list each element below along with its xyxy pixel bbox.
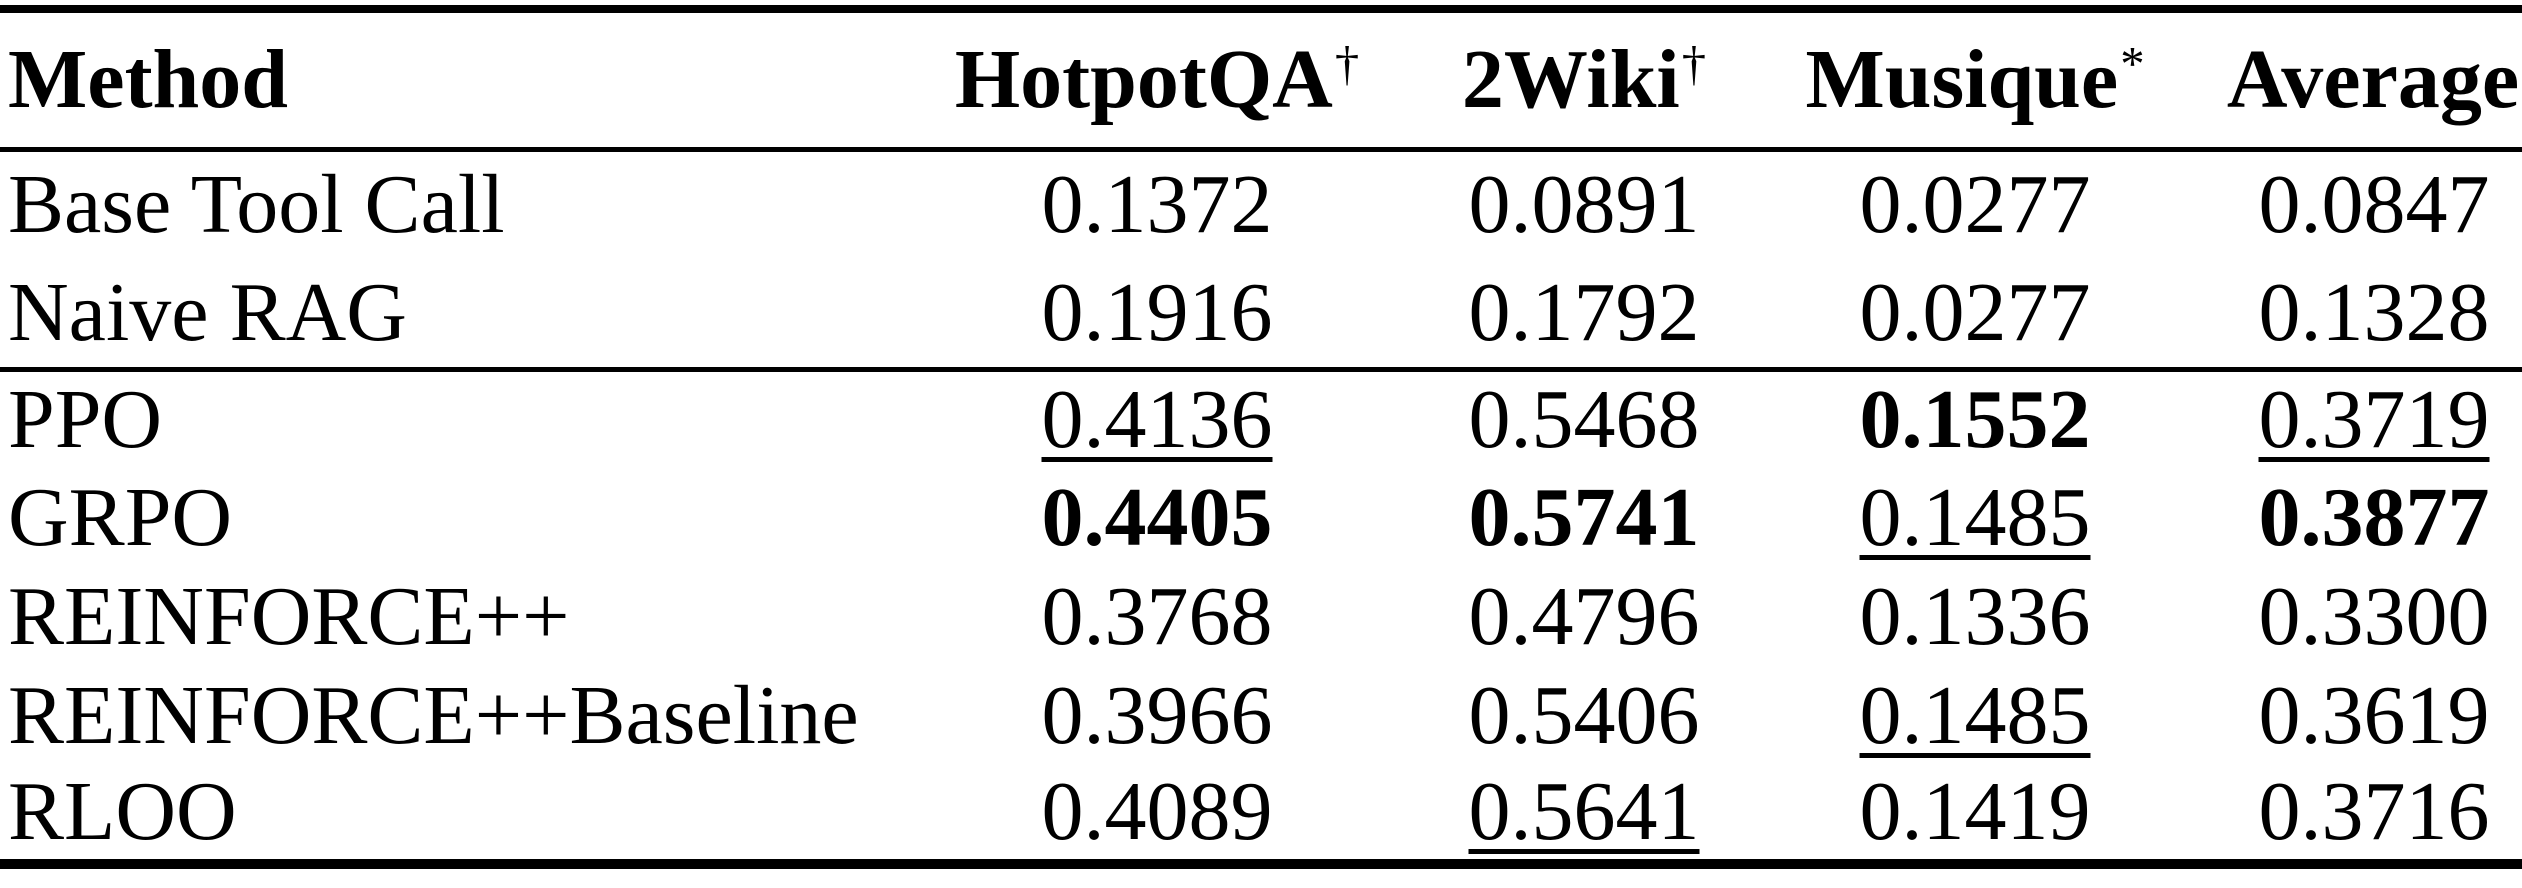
metric-cell: 0.4405 [870, 468, 1444, 567]
table-row: GRPO 0.4405 0.5741 0.1485 0.3877 [0, 468, 2522, 567]
metric-cell: 0.0891 [1444, 149, 1724, 259]
metric-value: 0.5406 [1468, 668, 1700, 762]
metric-cell: 0.3716 [2226, 765, 2522, 864]
metric-value: 0.4136 [1041, 372, 1273, 466]
metric-value: 0.1372 [1041, 158, 1273, 252]
metric-value: 0.1328 [2258, 265, 2490, 359]
table-row: Base Tool Call 0.1372 0.0891 0.0277 0.08… [0, 149, 2522, 259]
metric-value: 0.3877 [2258, 470, 2490, 564]
table-row: REINFORCE++Baseline 0.3966 0.5406 0.1485… [0, 666, 2522, 765]
method-name: Base Tool Call [8, 158, 505, 252]
column-header-average: Average [2226, 9, 2522, 149]
metric-cell: 0.3877 [2226, 468, 2522, 567]
metric-cell: 0.3719 [2226, 369, 2522, 468]
metric-cell: 0.4089 [870, 765, 1444, 864]
column-header-2wiki: 2Wiki† [1444, 9, 1724, 149]
metric-cell: 0.4796 [1444, 567, 1724, 666]
metric-value: 0.1485 [1859, 470, 2091, 564]
column-header-hotpotqa: HotpotQA† [870, 9, 1444, 149]
metric-cell: 0.5741 [1444, 468, 1724, 567]
metric-value: 0.0847 [2258, 158, 2490, 252]
metric-value: 0.4089 [1041, 765, 1273, 858]
metric-cell: 0.1328 [2226, 259, 2522, 369]
metric-value: 0.3619 [2258, 668, 2490, 762]
metric-cell: 0.0847 [2226, 149, 2522, 259]
table-row: RLOO 0.4089 0.5641 0.1419 0.3716 [0, 765, 2522, 864]
metric-value: 0.4405 [1041, 470, 1273, 564]
baseline-methods-group: Base Tool Call 0.1372 0.0891 0.0277 0.08… [0, 149, 2522, 369]
rl-methods-group: PPO 0.4136 0.5468 0.1552 0.3719 GRPO 0.4… [0, 369, 2522, 864]
method-name: REINFORCE++Baseline [8, 668, 859, 762]
method-name: REINFORCE++ [8, 569, 570, 663]
metric-value: 0.3768 [1041, 569, 1273, 663]
metric-cell: 0.5641 [1444, 765, 1724, 864]
metric-cell: 0.1792 [1444, 259, 1724, 369]
metric-value: 0.5741 [1468, 470, 1700, 564]
metric-value: 0.1792 [1468, 265, 1700, 359]
asterisk-superscript: * [2120, 36, 2145, 91]
metric-cell: 0.5468 [1444, 369, 1724, 468]
method-name: RLOO [8, 765, 237, 858]
metric-value: 0.3966 [1041, 668, 1273, 762]
metric-cell: 0.3966 [870, 666, 1444, 765]
metric-cell: 0.3619 [2226, 666, 2522, 765]
column-header-label: 2Wiki [1461, 32, 1680, 126]
metric-cell: 0.1485 [1724, 468, 2226, 567]
table-row: REINFORCE++ 0.3768 0.4796 0.1336 0.3300 [0, 567, 2522, 666]
metric-cell: 0.1336 [1724, 567, 2226, 666]
dagger-superscript: † [1334, 36, 1360, 91]
column-header-label: HotpotQA [954, 32, 1333, 126]
column-header-method: Method [8, 32, 288, 126]
metric-value: 0.0277 [1859, 265, 2091, 359]
metric-cell: 0.1372 [870, 149, 1444, 259]
table-row: Naive RAG 0.1916 0.1792 0.0277 0.1328 [0, 259, 2522, 369]
metric-value: 0.1552 [1859, 372, 2091, 466]
metric-cell: 0.1916 [870, 259, 1444, 369]
metric-cell: 0.1485 [1724, 666, 2226, 765]
metric-value: 0.0891 [1468, 158, 1700, 252]
metric-value: 0.3300 [2258, 569, 2490, 663]
metric-value: 0.5641 [1468, 765, 1700, 858]
column-header-label: Musique [1805, 32, 2119, 126]
results-table: Method HotpotQA† 2Wiki† Musique* Average… [0, 5, 2522, 869]
method-name: PPO [8, 372, 163, 466]
dagger-superscript: † [1681, 36, 1707, 91]
metric-value: 0.4796 [1468, 569, 1700, 663]
method-name: GRPO [8, 470, 233, 564]
metric-cell: 0.1552 [1724, 369, 2226, 468]
metric-cell: 0.3300 [2226, 567, 2522, 666]
column-header-musique: Musique* [1724, 9, 2226, 149]
metric-value: 0.3716 [2258, 765, 2490, 858]
metric-value: 0.5468 [1468, 372, 1700, 466]
metric-value: 0.1485 [1859, 668, 2091, 762]
metric-value: 0.3719 [2258, 372, 2490, 466]
metric-cell: 0.1419 [1724, 765, 2226, 864]
empty-superscript [2519, 37, 2521, 91]
metric-cell: 0.0277 [1724, 259, 2226, 369]
metric-cell: 0.3768 [870, 567, 1444, 666]
metric-value: 0.1336 [1859, 569, 2091, 663]
metric-value: 0.0277 [1859, 158, 2091, 252]
metric-cell: 0.4136 [870, 369, 1444, 468]
column-header-label: Average [2226, 32, 2520, 126]
method-name: Naive RAG [8, 265, 407, 359]
table-header-row: Method HotpotQA† 2Wiki† Musique* Average [0, 9, 2522, 149]
metric-cell: 0.0277 [1724, 149, 2226, 259]
metric-value: 0.1419 [1859, 765, 2091, 858]
metric-value: 0.1916 [1041, 265, 1273, 359]
metric-cell: 0.5406 [1444, 666, 1724, 765]
table-row: PPO 0.4136 0.5468 0.1552 0.3719 [0, 369, 2522, 468]
